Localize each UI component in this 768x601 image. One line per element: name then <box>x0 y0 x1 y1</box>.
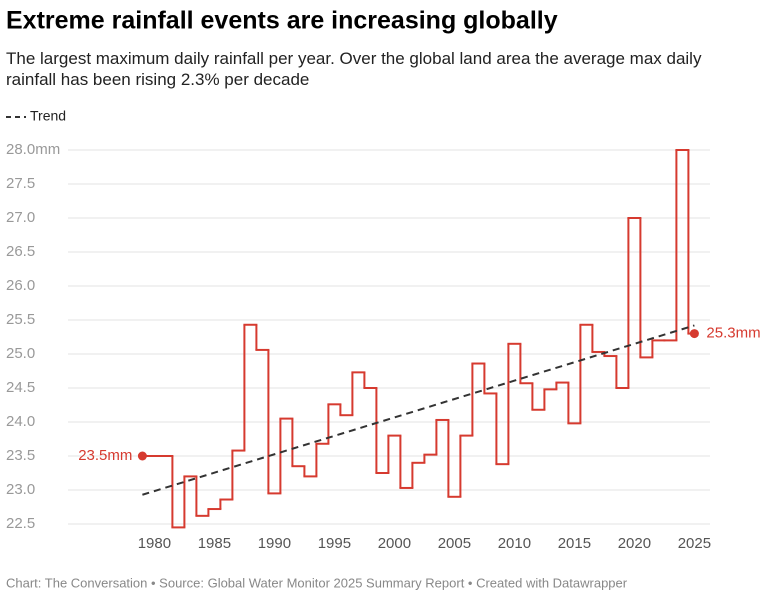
y-tick-label: 27.0 <box>6 209 35 226</box>
y-tick-label: 27.5 <box>6 175 35 192</box>
y-tick-label: 26.0 <box>6 277 35 294</box>
y-tick-label: 25.5 <box>6 311 35 328</box>
y-tick-label: 22.5 <box>6 515 35 532</box>
y-tick-label: 24.5 <box>6 379 35 396</box>
value-label: 23.5mm <box>78 447 132 464</box>
x-tick-label: 2010 <box>498 535 531 552</box>
value-label: 25.3mm <box>706 325 760 342</box>
x-tick-label: 1995 <box>318 535 351 552</box>
y-tick-label: 24.0 <box>6 413 35 430</box>
subtitle-box: The largest maximum daily rainfall per y… <box>6 49 702 89</box>
chart-title: Extreme rainfall events are increasing g… <box>6 7 558 35</box>
x-tick-label: 2025 <box>678 535 711 552</box>
x-tick-label: 1985 <box>198 535 231 552</box>
y-tick-label: 25.0 <box>6 345 35 362</box>
x-tick-label: 2015 <box>558 535 591 552</box>
trend-line <box>142 324 695 496</box>
y-tick-label: 23.0 <box>6 481 35 498</box>
y-tick-label: 28.0mm <box>6 141 60 158</box>
x-tick-label: 1980 <box>138 535 171 552</box>
x-tick-label: 2005 <box>438 535 471 552</box>
x-tick-label: 2000 <box>378 535 411 552</box>
x-tick-label: 1990 <box>258 535 291 552</box>
x-tick-label: 2020 <box>618 535 651 552</box>
end-dot <box>689 329 699 339</box>
y-tick-label: 23.5 <box>6 447 35 464</box>
chart-subtitle: The largest maximum daily rainfall per y… <box>6 49 702 89</box>
chart-footer: Chart: The Conversation • Source: Global… <box>6 575 628 590</box>
y-tick-label: 26.5 <box>6 243 35 260</box>
legend-label: Trend <box>30 108 66 124</box>
end-dot <box>137 451 147 461</box>
